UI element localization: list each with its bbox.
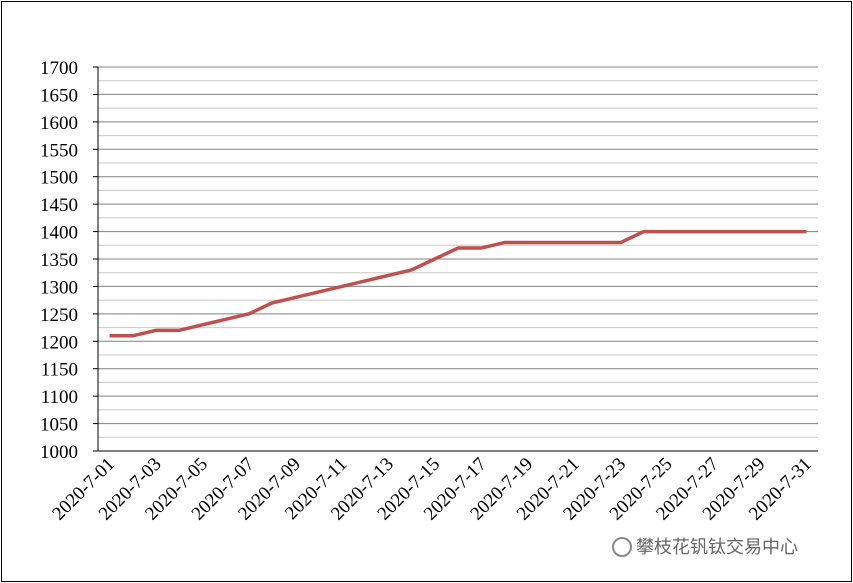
y-tick-label: 1400 — [40, 223, 78, 244]
line — [109, 229, 807, 338]
y-tick-label: 1700 — [40, 58, 78, 79]
y-tick-label: 1450 — [40, 195, 78, 216]
y-tick-label: 1500 — [40, 168, 78, 189]
y-tick-label: 1300 — [40, 277, 78, 298]
plot — [109, 229, 807, 338]
watermark: 攀枝花钒钛交易中心 — [636, 537, 798, 558]
y-tick-label: 1200 — [40, 332, 78, 353]
watermark-icon — [612, 537, 632, 557]
y-tick-label: 1650 — [40, 85, 78, 106]
y-tick-label: 1150 — [41, 360, 78, 381]
y-tick-label: 1250 — [40, 305, 78, 326]
y-tick-label: 1100 — [41, 387, 78, 408]
y-tick-label: 1050 — [40, 415, 78, 436]
y-tick-label: 1600 — [40, 113, 78, 134]
y-tick-label: 1550 — [40, 140, 78, 161]
y-tick-label: 1350 — [40, 250, 78, 271]
y-tick-label: 1000 — [40, 442, 78, 463]
